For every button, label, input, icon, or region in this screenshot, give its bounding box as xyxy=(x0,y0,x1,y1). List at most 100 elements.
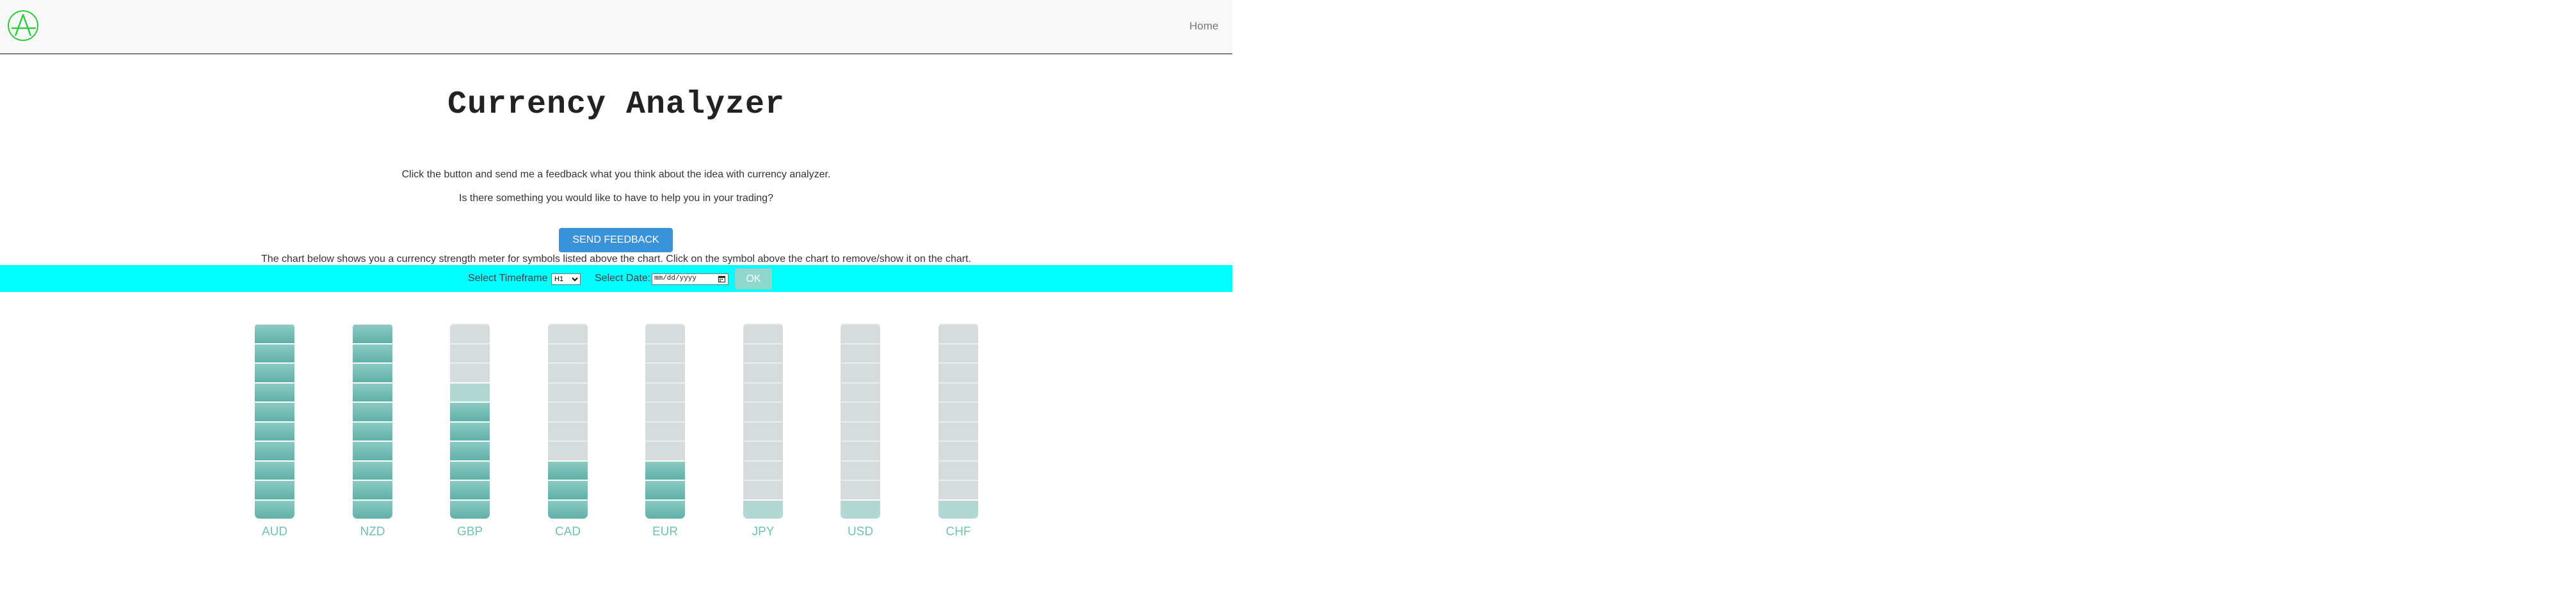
meter-segment xyxy=(841,499,880,519)
meter-segment xyxy=(450,382,490,401)
meter-label[interactable]: NZD xyxy=(360,525,385,538)
meter-segment xyxy=(255,362,294,382)
meter-segment xyxy=(645,421,685,441)
meter-segment xyxy=(450,441,490,460)
meter-segment xyxy=(450,460,490,480)
meter-label[interactable]: CHF xyxy=(946,525,971,538)
meter-label[interactable]: JPY xyxy=(752,525,775,538)
meter-segment xyxy=(841,362,880,382)
meter-segment xyxy=(743,480,783,499)
meter-segment xyxy=(645,441,685,460)
meter-bar xyxy=(548,323,588,519)
meter-segment xyxy=(938,382,978,401)
meter-segment xyxy=(450,362,490,382)
ok-button[interactable]: OK xyxy=(735,268,772,289)
meter-segment xyxy=(645,323,685,343)
meter-segment xyxy=(938,499,978,519)
logo[interactable] xyxy=(6,9,40,42)
meter-segment xyxy=(841,343,880,362)
meter-segment xyxy=(255,460,294,480)
meter-segment xyxy=(255,441,294,460)
meter-segment xyxy=(938,480,978,499)
meter-segment xyxy=(938,441,978,460)
meter-bar xyxy=(353,323,392,519)
meter-segment xyxy=(548,499,588,519)
meter-segment xyxy=(841,460,880,480)
meter-chf[interactable]: CHF xyxy=(938,323,978,538)
meter-segment xyxy=(353,382,392,401)
meter-segment xyxy=(255,480,294,499)
meter-segment xyxy=(743,343,783,362)
meter-label[interactable]: EUR xyxy=(652,525,679,538)
meter-segment xyxy=(645,401,685,421)
meter-segment xyxy=(548,401,588,421)
meter-segment xyxy=(353,401,392,421)
meter-segment xyxy=(353,421,392,441)
nav-home-link[interactable]: Home xyxy=(1189,20,1219,32)
timeframe-label: Select Timeframe xyxy=(468,273,548,284)
send-feedback-button[interactable]: SEND FEEDBACK xyxy=(559,228,673,252)
meter-segment xyxy=(743,401,783,421)
meter-segment xyxy=(353,499,392,519)
calendar-icon[interactable] xyxy=(718,275,725,282)
meter-segment xyxy=(841,421,880,441)
meter-segment xyxy=(255,421,294,441)
meter-segment xyxy=(645,480,685,499)
meter-segment xyxy=(548,480,588,499)
meter-segment xyxy=(743,362,783,382)
meter-eur[interactable]: EUR xyxy=(645,323,685,538)
meter-segment xyxy=(450,343,490,362)
meter-segment xyxy=(743,460,783,480)
meter-segment xyxy=(353,362,392,382)
meter-label[interactable]: CAD xyxy=(554,525,581,538)
meter-bar xyxy=(841,323,880,519)
date-placeholder: mm/dd/yyyy xyxy=(654,275,697,282)
meter-bar xyxy=(255,323,294,519)
meter-label[interactable]: USD xyxy=(847,525,874,538)
meter-segment xyxy=(450,421,490,441)
meter-segment xyxy=(743,323,783,343)
meter-segment xyxy=(645,499,685,519)
meter-segment xyxy=(255,401,294,421)
meter-segment xyxy=(548,441,588,460)
meter-segment xyxy=(548,323,588,343)
meter-bar xyxy=(450,323,490,519)
meter-segment xyxy=(938,323,978,343)
meter-segment xyxy=(938,362,978,382)
meter-gbp[interactable]: GBP xyxy=(450,323,490,538)
meter-segment xyxy=(548,421,588,441)
meter-segment xyxy=(548,343,588,362)
meter-segment xyxy=(645,362,685,382)
meter-cad[interactable]: CAD xyxy=(548,323,588,538)
meter-segment xyxy=(841,323,880,343)
meter-nzd[interactable]: NZD xyxy=(353,323,392,538)
navbar: Home xyxy=(0,0,1232,54)
meter-segment xyxy=(450,323,490,343)
meter-segment xyxy=(548,362,588,382)
timeframe-select[interactable]: H1 xyxy=(551,273,581,285)
meter-segment xyxy=(938,343,978,362)
question-text: Is there something you would like to hav… xyxy=(459,193,773,204)
meter-segment xyxy=(255,382,294,401)
meter-segment xyxy=(450,480,490,499)
meter-jpy[interactable]: JPY xyxy=(743,323,783,538)
meter-segment xyxy=(353,323,392,343)
meter-segment xyxy=(548,460,588,480)
meter-segment xyxy=(645,460,685,480)
meter-segment xyxy=(255,499,294,519)
meter-aud[interactable]: AUD xyxy=(255,323,294,538)
meter-bar xyxy=(645,323,685,519)
meter-segment xyxy=(450,401,490,421)
meter-segment xyxy=(743,499,783,519)
intro-text: Click the button and send me a feedback … xyxy=(401,169,831,180)
meter-segment xyxy=(353,441,392,460)
meter-usd[interactable]: USD xyxy=(841,323,880,538)
date-label: Select Date: xyxy=(595,273,651,284)
date-input[interactable]: mm/dd/yyyy xyxy=(652,273,729,285)
meter-label[interactable]: GBP xyxy=(456,525,483,538)
meter-label[interactable]: AUD xyxy=(261,525,288,538)
meter-segment xyxy=(841,382,880,401)
meter-segment xyxy=(548,382,588,401)
page-title: Currency Analyzer xyxy=(447,86,785,123)
